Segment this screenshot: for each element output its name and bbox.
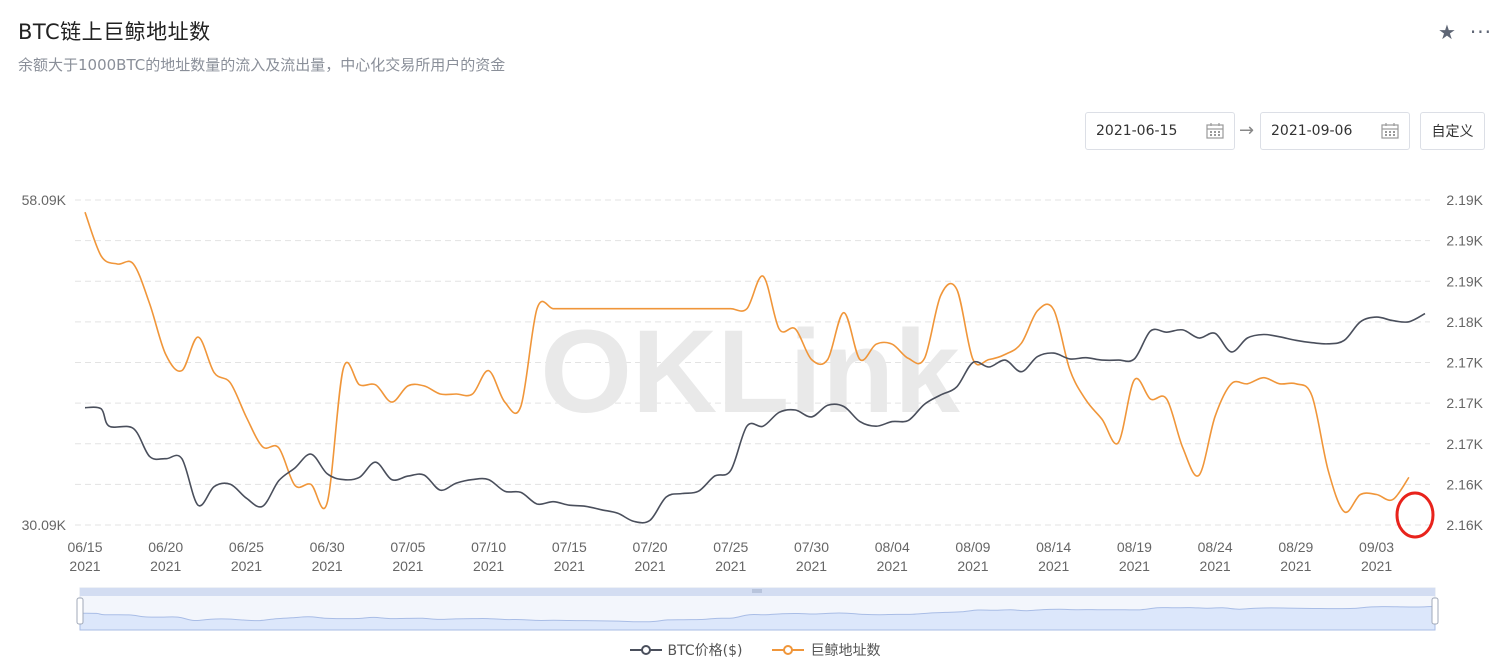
highlight-circle: [1395, 491, 1435, 539]
x-tick-year: 2021: [473, 558, 504, 574]
x-tick-year: 2021: [1200, 558, 1231, 574]
x-tick-year: 2021: [796, 558, 827, 574]
custom-range-button[interactable]: 自定义: [1420, 112, 1485, 150]
x-tick-label: 08/04: [875, 539, 910, 555]
x-tick-label: 06/30: [310, 539, 345, 555]
slider-grip-icon: [752, 589, 762, 593]
x-tick-label: 07/15: [552, 539, 587, 555]
x-tick-label: 09/03: [1359, 539, 1394, 555]
y-left-tick-label: 58.09K: [22, 192, 67, 208]
series-line-btc-price: [84, 312, 1426, 524]
more-options-icon[interactable]: ···: [1469, 20, 1492, 44]
x-tick-year: 2021: [392, 558, 423, 574]
legend-price-marker-icon: [629, 645, 662, 655]
arrow-right-icon: →: [1239, 120, 1255, 141]
x-tick-year: 2021: [554, 558, 585, 574]
x-tick-label: 08/09: [955, 539, 990, 555]
y-right-tick-label: 2.16K: [1446, 476, 1483, 492]
legend: BTC价格($) 巨鲸地址数: [0, 640, 1510, 660]
chart-subtitle: 余额大于1000BTC的地址数量的流入及流出量，中心化交易所用户的资金: [18, 56, 506, 74]
y-right-tick-label: 2.19K: [1446, 192, 1483, 208]
x-tick-year: 2021: [312, 558, 343, 574]
x-tick-label: 08/19: [1117, 539, 1152, 555]
gridlines: [75, 199, 1430, 526]
end-date-picker[interactable]: 2021-09-06: [1260, 112, 1410, 150]
x-tick-year: 2021: [150, 558, 181, 574]
favorite-star-icon[interactable]: ★: [1437, 20, 1456, 44]
y-right-tick-label: 2.18K: [1446, 314, 1483, 330]
legend-item-price[interactable]: BTC价格($): [629, 640, 743, 660]
start-date-value: 2021-06-15: [1096, 123, 1178, 139]
x-tick-year: 2021: [231, 558, 262, 574]
y-right-tick-label: 2.17K: [1446, 395, 1483, 411]
x-tick-year: 2021: [715, 558, 746, 574]
series-group: [84, 211, 1426, 524]
y-right-tick-label: 2.17K: [1446, 436, 1483, 452]
y-right-tick-label: 2.19K: [1446, 233, 1483, 249]
x-tick-year: 2021: [1038, 558, 1069, 574]
slider-handle-right: [1431, 597, 1439, 625]
legend-whales-marker-icon: [772, 645, 805, 655]
x-tick-label: 06/25: [229, 539, 264, 555]
y-right-tick-label: 2.19K: [1446, 273, 1483, 289]
watermark: OKLink: [540, 306, 960, 438]
start-date-picker[interactable]: 2021-06-15: [1085, 112, 1235, 150]
chart-title: BTC链上巨鲸地址数: [18, 20, 211, 44]
slider-handle-left: [76, 597, 84, 625]
x-tick-label: 07/10: [471, 539, 506, 555]
x-tick-year: 2021: [69, 558, 100, 574]
y-axis-right: 2.19K 2.19K 2.19K 2.18K 2.17K 2.17K 2.17K 2.16K…: [1446, 192, 1483, 533]
y-right-tick-label: 2.16K: [1446, 517, 1483, 533]
x-tick-label: 07/05: [390, 539, 425, 555]
range-slider[interactable]: [76, 587, 1439, 631]
x-tick-year: 2021: [634, 558, 665, 574]
x-tick-year: 2021: [1119, 558, 1150, 574]
calendar-icon: [1206, 123, 1224, 139]
legend-item-whales[interactable]: 巨鲸地址数: [772, 640, 880, 660]
x-tick-label: 06/15: [67, 539, 102, 555]
x-tick-label: 07/20: [633, 539, 668, 555]
x-tick-label: 08/14: [1036, 539, 1071, 555]
legend-price-label: BTC价格($): [667, 643, 743, 659]
end-date-value: 2021-09-06: [1271, 123, 1353, 139]
chart-actions: ★ ···: [1438, 22, 1492, 42]
series-line-whale-addresses: [84, 211, 1410, 514]
x-tick-label: 08/24: [1198, 539, 1233, 555]
x-tick-year: 2021: [1361, 558, 1392, 574]
slider-mini-area: [79, 605, 1436, 631]
x-tick-year: 2021: [1280, 558, 1311, 574]
x-tick-label: 07/25: [713, 539, 748, 555]
x-tick-label: 07/30: [794, 539, 829, 555]
y-left-tick-label: 30.09K: [22, 517, 67, 533]
y-axis-left: 58.09K 30.09K: [22, 192, 67, 533]
x-tick-label: 08/29: [1278, 539, 1313, 555]
x-tick-year: 2021: [877, 558, 908, 574]
x-axis: 06/15 2021 06/20 2021 06/25 2021 06/30 2021 07/0…: [67, 539, 1394, 574]
y-right-tick-label: 2.17K: [1446, 355, 1483, 371]
line-chart: OKLink 58.09K 30.09K 2.19K 2.19K 2.19K 2.18K…: [22, 192, 1484, 631]
calendar-icon: [1381, 123, 1399, 139]
x-tick-year: 2021: [957, 558, 988, 574]
legend-whales-label: 巨鲸地址数: [810, 643, 881, 659]
x-tick-label: 06/20: [148, 539, 183, 555]
